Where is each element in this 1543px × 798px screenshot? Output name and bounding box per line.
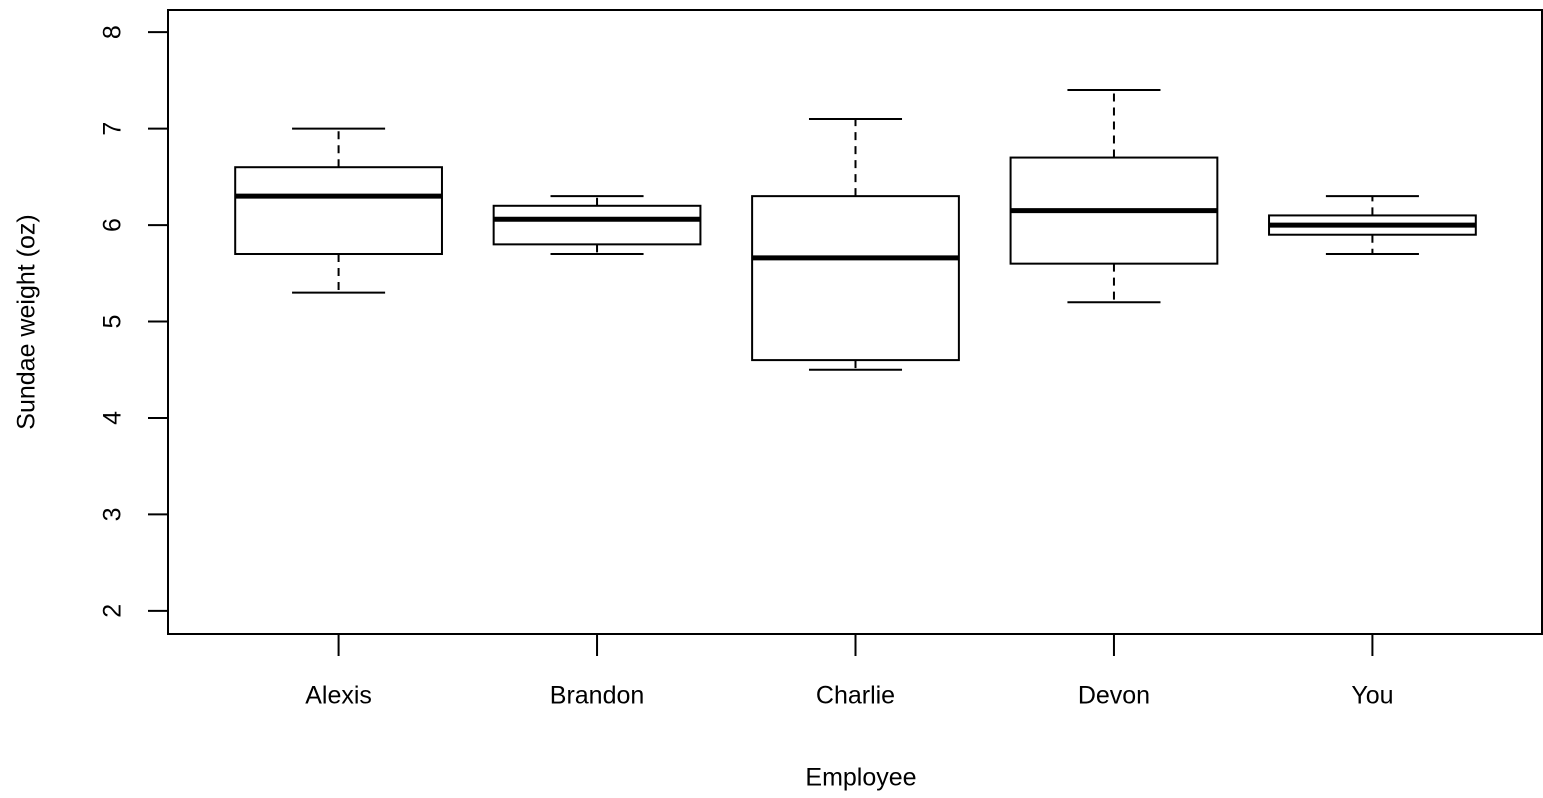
y-tick-label: 5: [99, 315, 127, 329]
x-tick-label: Devon: [1078, 682, 1150, 710]
x-tick-label: You: [1351, 682, 1393, 710]
y-tick-label: 2: [99, 604, 127, 618]
y-axis-label: Sundae weight (oz): [13, 214, 41, 429]
x-tick-label: Brandon: [550, 682, 645, 710]
y-tick-label: 6: [99, 218, 127, 232]
box: [492, 204, 702, 246]
x-tick-label: Alexis: [305, 682, 372, 710]
y-tick-label: 3: [99, 507, 127, 521]
x-tick-label: Charlie: [816, 682, 895, 710]
y-tick-label: 8: [99, 25, 127, 39]
box: [234, 166, 443, 256]
box: [751, 195, 960, 362]
x-axis-label: Employee: [805, 764, 916, 792]
y-tick-label: 4: [99, 411, 127, 425]
y-tick-label: 7: [99, 122, 127, 136]
